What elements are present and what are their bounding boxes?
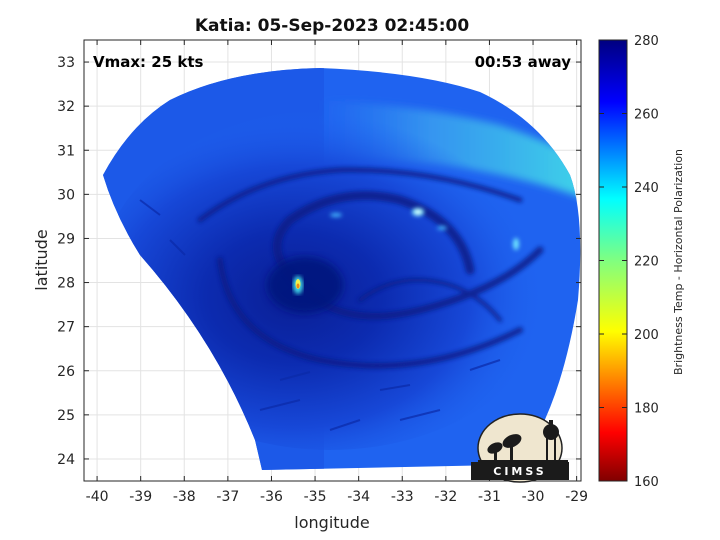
streak xyxy=(399,409,441,421)
streak xyxy=(279,371,311,381)
cell-glow xyxy=(330,213,342,217)
x-tick-label: -40 xyxy=(86,489,109,505)
x-tick-label: -34 xyxy=(347,489,370,505)
center-cell xyxy=(293,276,303,294)
logo-dish xyxy=(502,434,522,448)
y-axis-label: latitude xyxy=(32,229,51,290)
x-tick-label: -37 xyxy=(216,489,239,505)
y-tick-label: 30 xyxy=(57,187,75,203)
x-tick-label: -39 xyxy=(129,489,152,505)
logo-tower-leg xyxy=(554,438,556,462)
streak xyxy=(169,239,186,256)
cell-core xyxy=(415,210,421,214)
convective-cells xyxy=(330,208,519,250)
streak xyxy=(379,384,411,391)
logo-tower-leg xyxy=(546,438,548,462)
x-axis-label: longitude xyxy=(294,513,369,532)
x-tick-label: -38 xyxy=(173,489,196,505)
y-axis: 24 25 26 27 28 29 30 31 32 33 xyxy=(57,55,581,468)
streak xyxy=(329,419,361,431)
colorbar-tick-label: 160 xyxy=(634,475,659,490)
y-tick-label: 28 xyxy=(57,276,75,292)
logo-tower-top xyxy=(549,420,553,426)
colorbar-tick-label: 280 xyxy=(634,34,659,49)
colorbar-tick-label: 260 xyxy=(634,108,659,123)
colorbar-tick-label: 220 xyxy=(634,255,659,270)
streak xyxy=(139,199,161,216)
x-tick-label: -33 xyxy=(391,489,414,505)
colorbar-ticks: 160 180 200 220 240 260 280 xyxy=(599,34,659,490)
logo-dish-mount xyxy=(510,446,513,460)
x-axis: -40 -39 -38 -37 -36 -35 -34 -33 -32 -31 -30 -29 xyxy=(86,40,588,505)
colorbar-tick-label: 240 xyxy=(634,181,659,196)
x-tick-label: -35 xyxy=(304,489,327,505)
time-away-annotation: 00:53 away xyxy=(475,53,572,71)
chart-title: Katia: 05-Sep-2023 02:45:00 xyxy=(195,16,469,36)
streak xyxy=(469,359,501,371)
y-tick-label: 26 xyxy=(57,364,75,380)
colorbar-tick-label: 180 xyxy=(634,402,659,417)
storm-core xyxy=(267,257,343,313)
colorbar-tick-label: 200 xyxy=(634,328,659,343)
x-tick-label: -31 xyxy=(478,489,501,505)
x-tick-label: -32 xyxy=(434,489,457,505)
spiral-band-5 xyxy=(358,278,502,322)
streaks xyxy=(139,199,501,431)
colorbar-label: Brightness Temp - Horizontal Polarizatio… xyxy=(672,149,685,375)
x-tick-label: -36 xyxy=(260,489,283,505)
logo-dish-mount xyxy=(494,452,497,462)
y-tick-label: 29 xyxy=(57,231,75,247)
cell-glow xyxy=(513,238,519,250)
y-tick-label: 31 xyxy=(57,143,75,159)
y-tick-label: 27 xyxy=(57,320,75,336)
x-tick-label: -30 xyxy=(522,489,545,505)
plot-border xyxy=(83,39,582,482)
logo-text: CIMSS xyxy=(493,465,546,478)
vmax-annotation: Vmax: 25 kts xyxy=(93,53,203,71)
cell-glow xyxy=(437,226,447,230)
spiral-band-4 xyxy=(197,167,523,223)
spiral-band-3 xyxy=(217,257,523,369)
logo-dish xyxy=(487,442,503,454)
logo-banner xyxy=(471,462,569,480)
logo-water-tower-tank xyxy=(543,424,559,440)
streak xyxy=(259,399,301,411)
y-tick-label: 32 xyxy=(57,99,75,115)
y-tick-label: 24 xyxy=(57,452,75,468)
x-tick-label: -29 xyxy=(565,489,588,505)
y-tick-label: 25 xyxy=(57,408,75,424)
y-tick-label: 33 xyxy=(57,55,75,71)
center-cell-peak xyxy=(296,283,300,289)
spiral-band-1 xyxy=(272,191,475,290)
cimss-logo: CIMSS xyxy=(471,413,569,483)
